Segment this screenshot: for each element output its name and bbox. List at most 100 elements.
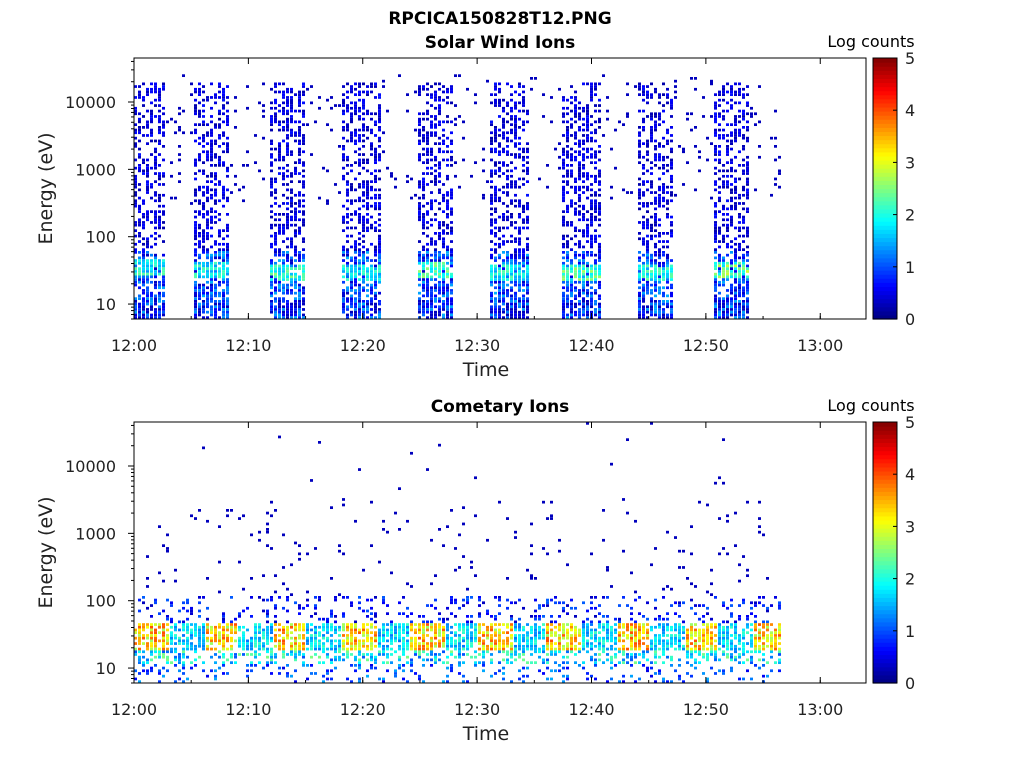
colorbar-segment — [873, 155, 897, 161]
colorbar-segment — [873, 422, 897, 427]
colorbar-segment — [873, 589, 897, 594]
colorbar-segment — [873, 650, 897, 656]
x-tick-label: 12:30 — [454, 700, 500, 719]
colorbar-segment — [873, 426, 897, 431]
colorbar-segment — [873, 601, 897, 607]
x-tick-label: 12:10 — [225, 336, 271, 355]
colorbar-tick-label: 0 — [905, 310, 915, 329]
colorbar-segment — [873, 438, 897, 443]
colorbar-segment — [873, 462, 897, 468]
colorbar-segment — [873, 286, 897, 292]
x-tick-label: 12:40 — [568, 336, 614, 355]
colorbar-segment — [873, 536, 897, 541]
colorbar-segment — [873, 581, 897, 586]
colorbar-segment — [873, 487, 897, 492]
heatmap-cells — [134, 74, 781, 320]
x-tick-label: 12:10 — [225, 700, 271, 719]
colorbar-segment — [873, 450, 897, 456]
colorbar-segment — [873, 314, 897, 320]
colorbar-segment — [873, 621, 897, 627]
colorbar-frame — [872, 421, 898, 684]
colorbar-segment — [873, 106, 897, 112]
colorbar-segment — [873, 168, 897, 173]
colorbar-segment — [873, 221, 897, 226]
y-tick-label: 1000 — [75, 524, 116, 543]
colorbar-segment — [873, 212, 897, 218]
colorbar-segment — [873, 674, 897, 680]
colorbar-segment — [873, 253, 897, 259]
colorbar-tick-label: 3 — [905, 153, 915, 172]
colorbar-segment — [873, 556, 897, 562]
colorbar-segment — [873, 58, 897, 63]
colorbar-segment — [873, 123, 897, 128]
x-tick-label: 12:30 — [454, 336, 500, 355]
colorbar-tick-label: 4 — [905, 101, 915, 120]
colorbar-segment — [873, 62, 897, 67]
colorbar-label: Log counts — [827, 32, 914, 51]
axes-frame — [133, 421, 867, 684]
y-tick-label: 100 — [85, 592, 116, 611]
colorbar-segment — [873, 642, 897, 647]
colorbar-tick-label: 1 — [905, 622, 915, 641]
colorbar-segment — [873, 646, 897, 651]
colorbar-segment — [873, 188, 897, 194]
x-tick-label: 12:00 — [111, 336, 157, 355]
colorbar-segment — [873, 278, 897, 283]
axes-frame — [133, 57, 867, 320]
colorbar-segment — [873, 237, 897, 243]
colorbar-segment — [873, 310, 897, 316]
colorbar-segment — [873, 434, 897, 439]
colorbar-segment — [873, 540, 897, 545]
colorbar-segment — [873, 139, 897, 145]
colorbar-segment — [873, 585, 897, 590]
colorbar-tick-label: 5 — [905, 49, 915, 68]
colorbar-segment — [873, 233, 897, 239]
colorbar-segment — [873, 552, 897, 558]
x-tick-label: 12:00 — [111, 700, 157, 719]
figure-title: RPCICA150828T12.PNG — [388, 9, 611, 29]
colorbar-segment — [873, 192, 897, 198]
colorbar-segment — [873, 629, 897, 635]
colorbar-segment — [873, 257, 897, 263]
colorbar-segment — [873, 458, 897, 464]
colorbar-segment — [873, 670, 897, 676]
colorbar-segment — [873, 495, 897, 501]
colorbar-segment — [873, 475, 897, 480]
colorbar-tick-label: 1 — [905, 258, 915, 277]
colorbar-segment — [873, 196, 897, 202]
colorbar-segment — [873, 678, 897, 684]
colorbar-segment — [873, 241, 897, 247]
colorbar-segment — [873, 511, 897, 517]
colorbar-segment — [873, 90, 897, 96]
colorbar-segment — [873, 70, 897, 75]
x-tick-label: 12:50 — [683, 336, 729, 355]
colorbar-segment — [873, 208, 897, 214]
solar-wind-ions-panel: Solar Wind Ions 12:00 12:10 12:20 12:30 12:40… — [35, 32, 915, 381]
colorbar-segment — [873, 617, 897, 623]
x-tick-label: 13:00 — [797, 700, 843, 719]
x-tick-label: 12:20 — [340, 700, 386, 719]
colorbar-segment — [873, 176, 897, 181]
colorbar-segment — [873, 605, 897, 611]
colorbar-segment — [873, 544, 897, 550]
panel-title: Cometary Ions — [431, 397, 570, 417]
y-tick-label: 10000 — [65, 93, 116, 112]
colorbar-segment — [873, 164, 897, 169]
colorbar-segment — [873, 446, 897, 452]
y-tick-label: 10000 — [65, 457, 116, 476]
colorbar-segment — [873, 499, 897, 505]
colorbar-segment — [873, 528, 897, 533]
colorbar-segment — [873, 515, 897, 521]
y-tick-label: 10 — [96, 295, 116, 314]
colorbar-segment — [873, 568, 897, 574]
colorbar-tick-label: 2 — [905, 206, 915, 225]
colorbar-segment — [873, 147, 897, 153]
y-tick-label: 100 — [85, 228, 116, 247]
colorbar-segment — [873, 560, 897, 566]
colorbar-segment — [873, 548, 897, 554]
colorbar-segment — [873, 613, 897, 619]
colorbar-segment — [873, 294, 897, 300]
colorbar-segment — [873, 282, 897, 287]
colorbar-tick-label: 2 — [905, 570, 915, 589]
x-tick-label: 12:20 — [340, 336, 386, 355]
